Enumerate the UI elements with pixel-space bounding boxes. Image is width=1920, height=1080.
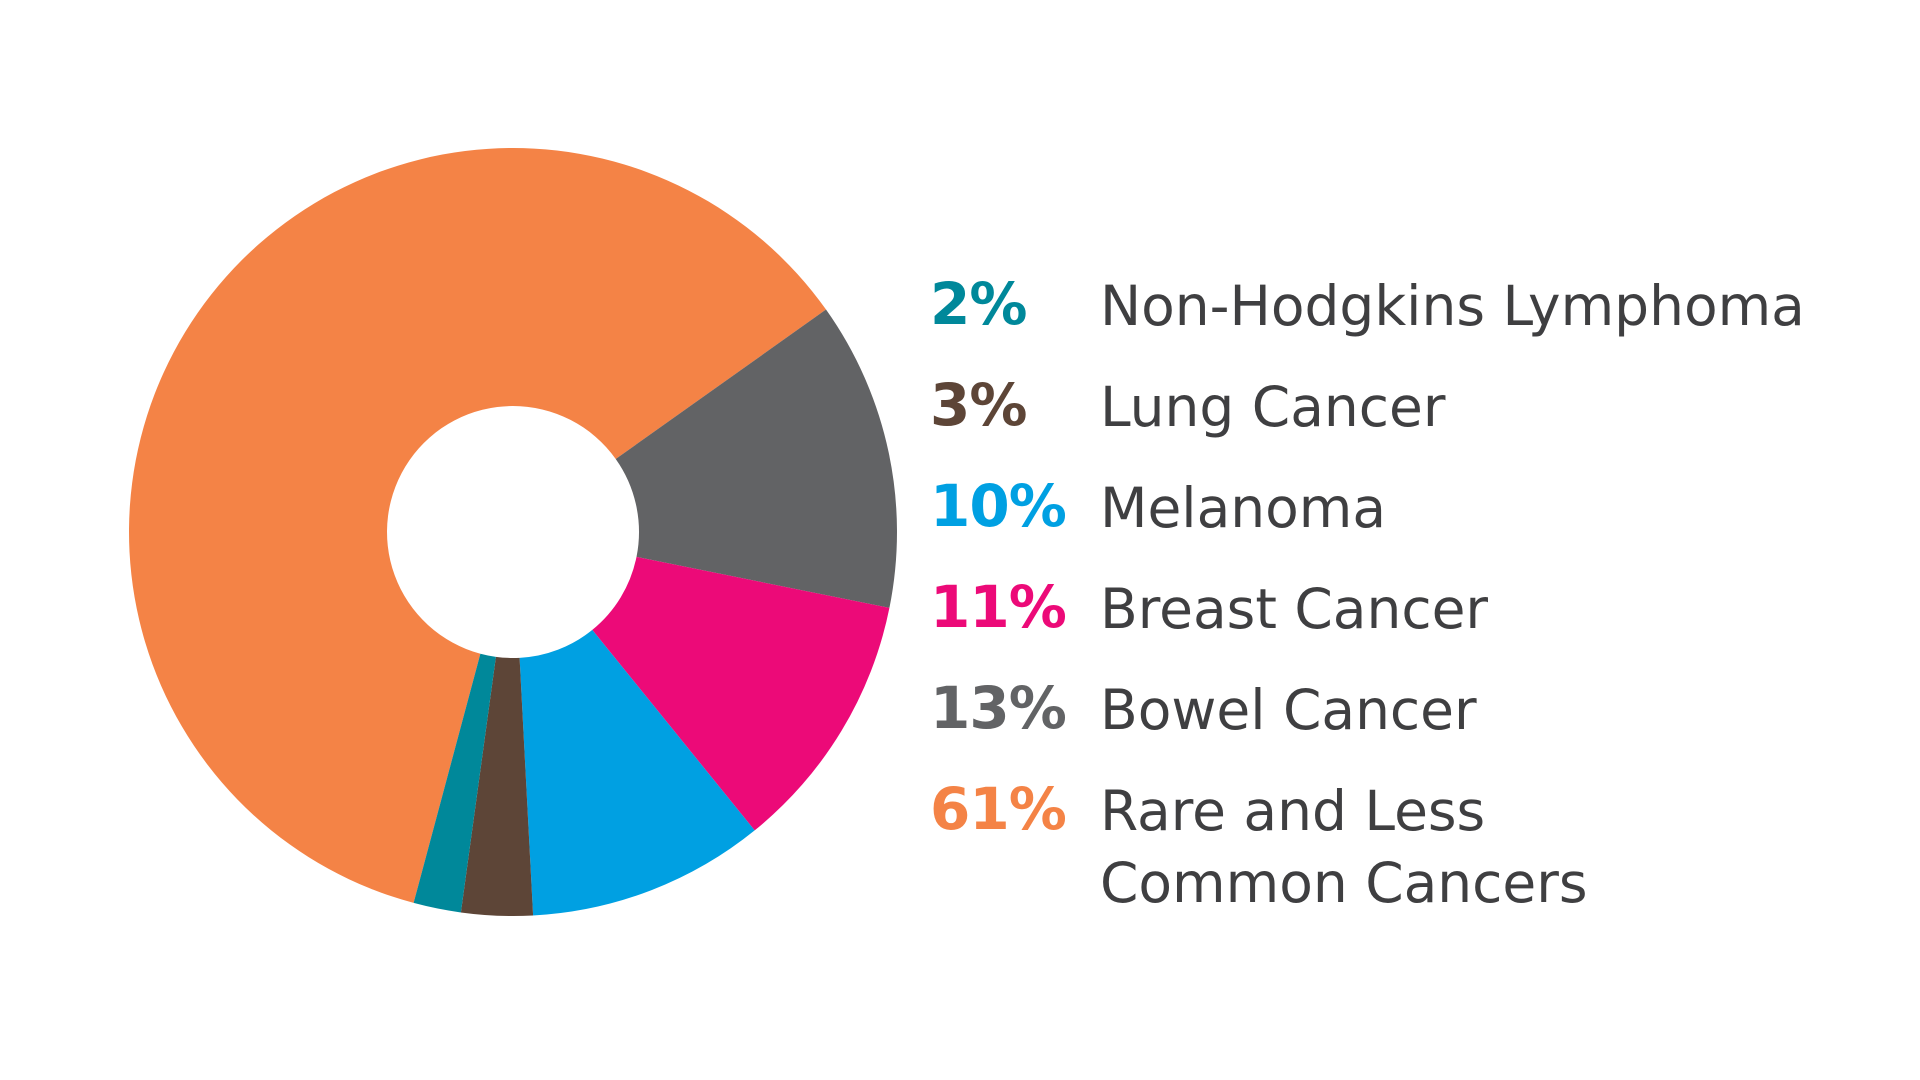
donut-slice-4 (460, 656, 534, 916)
legend-item: 2% Non-Hodgkins Lymphoma (930, 270, 1890, 342)
legend-label: Non-Hodgkins Lymphoma (1100, 274, 1805, 338)
legend-item: 3% Lung Cancer (930, 371, 1890, 443)
legend-item: 10% Melanoma (930, 472, 1890, 544)
legend: 2% Non-Hodgkins Lymphoma 3% Lung Cancer 10% M… (930, 270, 1890, 948)
legend-item: 61% Rare and Less Common Cancers (930, 775, 1890, 919)
donut-slice-0 (129, 148, 827, 903)
donut-chart (129, 148, 897, 916)
legend-label: Lung Cancer (1100, 375, 1446, 439)
legend-label: Rare and Less Common Cancers (1100, 779, 1588, 915)
legend-label: Bowel Cancer (1100, 678, 1477, 742)
donut-slice-3 (519, 629, 755, 916)
legend-percentage: 61% (930, 775, 1067, 843)
legend-item: 11% Breast Cancer (930, 573, 1890, 645)
donut-slice-2 (592, 556, 890, 831)
legend-percentage: 10% (930, 472, 1067, 540)
legend-percentage: 11% (930, 573, 1067, 641)
legend-percentage: 3% (930, 371, 1027, 439)
legend-label: Breast Cancer (1100, 577, 1489, 641)
legend-label: Melanoma (1100, 476, 1387, 540)
donut-slice-5 (413, 653, 496, 913)
donut-slice-1 (615, 309, 897, 608)
legend-percentage: 13% (930, 674, 1067, 742)
legend-item: 13% Bowel Cancer (930, 674, 1890, 746)
legend-percentage: 2% (930, 270, 1027, 338)
